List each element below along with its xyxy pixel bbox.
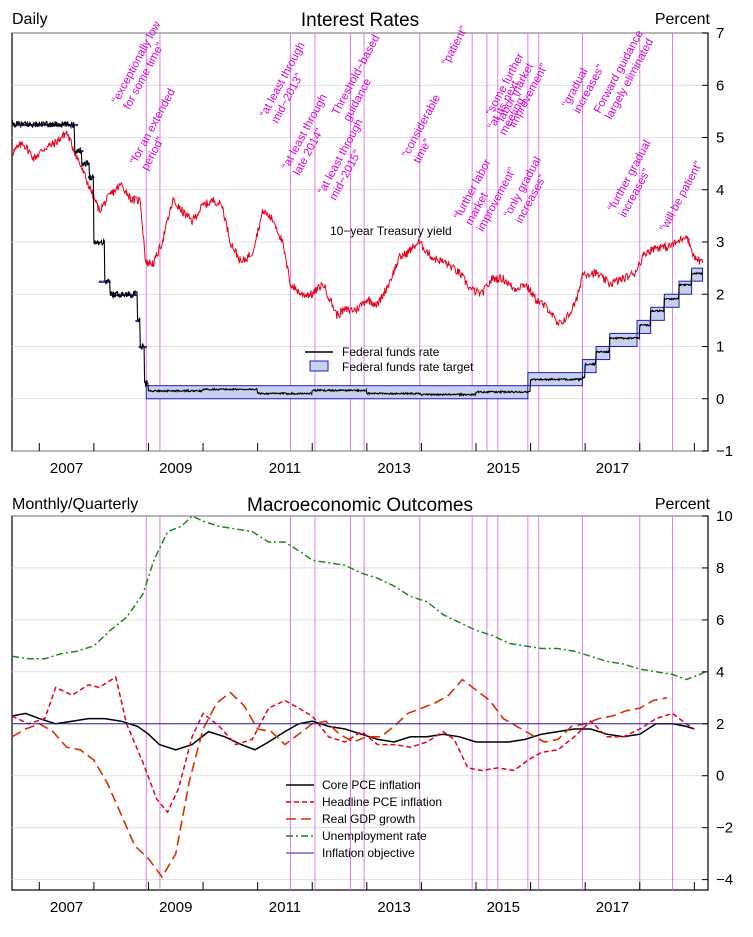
legend-label: Real GDP growth xyxy=(322,812,415,826)
target-band-segment xyxy=(636,319,652,334)
annotation-group: “further gradualincreases” xyxy=(606,138,665,219)
top-ytick-label: −1 xyxy=(716,443,733,460)
target-band-segment xyxy=(145,385,529,400)
bottom-xtick-label: 2015 xyxy=(487,899,520,916)
annotation-text: “only gradualincreases” xyxy=(502,155,555,225)
bottom-event-lines xyxy=(145,516,673,890)
annotation-group: Threshold−basedguidance xyxy=(330,33,394,123)
legend-label: Unemployment rate xyxy=(322,829,427,843)
top-gridlines xyxy=(12,32,708,452)
annotation-group: “will be patient” xyxy=(658,159,705,233)
legend-target-swatch xyxy=(309,360,329,372)
top-right-label: Percent xyxy=(655,11,711,28)
top-axes: 7 6 5 4 3 2 1 0 −1 2007 2009 2011 2013 2015 2017 xyxy=(38,25,733,477)
bottom-series xyxy=(11,515,708,879)
top-ytick-label: 3 xyxy=(716,234,724,251)
annotation-text: “further gradualincreases” xyxy=(606,138,665,219)
bottom-ytick-label: 6 xyxy=(716,612,724,629)
bottom-xtick-label: 2017 xyxy=(596,899,629,916)
bottom-right-label: Percent xyxy=(655,496,711,513)
annotation-text: “considerabletime” xyxy=(400,93,454,166)
top-xtick-label: 2017 xyxy=(596,460,629,477)
annotation-line: “will be patient” xyxy=(658,159,705,233)
legend-label: Core PCE inflation xyxy=(322,778,421,792)
top-ytick-label: 5 xyxy=(716,130,724,147)
bottom-ytick-label: 8 xyxy=(716,560,724,577)
target-band-segment xyxy=(87,176,95,179)
annotation-line: “patient” xyxy=(440,24,470,67)
bottom-ytick-label: 10 xyxy=(716,508,733,525)
legend-label: Inflation objective xyxy=(322,846,415,860)
target-band-segment xyxy=(650,306,665,321)
top-ytick-label: 7 xyxy=(716,25,724,42)
top-ytick-label: 0 xyxy=(716,391,724,408)
treasury-yield-line xyxy=(11,130,703,327)
annotation-group: “further labormarketimprovement” xyxy=(452,154,519,234)
annotation-text: “further labormarketimprovement” xyxy=(452,154,519,234)
bottom-left-label: Monthly/Quarterly xyxy=(12,496,138,513)
target-band-segment xyxy=(609,332,638,347)
top-xtick-label: 2013 xyxy=(377,460,410,477)
bottom-xtick-label: 2007 xyxy=(50,899,83,916)
annotation-text: “will be patient” xyxy=(658,159,705,233)
top-title: Interest Rates xyxy=(301,10,419,31)
bottom-ytick-label: −4 xyxy=(716,872,733,889)
annotation-text: Threshold−basedguidance xyxy=(330,33,394,123)
top-left-label: Daily xyxy=(12,11,48,28)
top-xtick-label: 2009 xyxy=(159,460,192,477)
legend-target-label: Federal funds rate target xyxy=(342,360,474,374)
macro-outcomes-panel: 10 8 6 4 2 0 −2 −4 2007 2009 2011 2013 2015 2017 Mont… xyxy=(11,495,733,916)
gdp-growth-line xyxy=(11,678,668,879)
bottom-axes: 10 8 6 4 2 0 −2 −4 2007 2009 2011 2013 2015 2017 xyxy=(38,508,733,916)
bottom-ytick-label: −2 xyxy=(716,820,733,837)
bottom-xtick-label: 2013 xyxy=(377,899,410,916)
top-ytick-label: 1 xyxy=(716,339,724,356)
annotation-text: “patient” xyxy=(440,24,470,67)
top-xtick-label: 2011 xyxy=(269,460,301,477)
top-series xyxy=(11,119,703,397)
top-ytick-label: 2 xyxy=(716,286,724,303)
bottom-ytick-label: 0 xyxy=(716,768,724,785)
forward-guidance-annotations: “exceptionally lowfor some time”“for an … xyxy=(110,19,705,234)
legend-ffr-label: Federal funds rate xyxy=(342,345,440,359)
bottom-ytick-label: 2 xyxy=(716,716,724,733)
top-xtick-label: 2015 xyxy=(487,460,520,477)
core-pce-line xyxy=(11,712,695,751)
legend-label: Headline PCE inflation xyxy=(322,795,442,809)
bottom-ytick-label: 4 xyxy=(716,664,724,681)
bottom-xtick-label: 2011 xyxy=(269,899,301,916)
unemployment-line xyxy=(11,515,706,681)
bottom-title: Macroeconomic Outcomes xyxy=(247,495,473,516)
headline-pce-line xyxy=(11,675,695,814)
annotation-group: “patient” xyxy=(440,24,470,67)
interest-rates-panel: 7 6 5 4 3 2 1 0 −1 2007 2009 2011 2013 2015 2017 Daily… xyxy=(11,10,733,477)
annotation-group: “only gradualincreases” xyxy=(502,155,555,225)
top-xtick-label: 2007 xyxy=(50,460,83,477)
annotation-group: “considerabletime” xyxy=(400,93,454,166)
target-band-segment xyxy=(663,293,680,308)
bottom-xtick-label: 2009 xyxy=(159,899,192,916)
top-ytick-label: 6 xyxy=(716,77,724,94)
top-ytick-label: 4 xyxy=(716,182,724,199)
target-band-segment xyxy=(678,280,693,295)
fed-funds-rate-line xyxy=(11,119,703,397)
bottom-legend: Core PCE inflation Headline PCE inflation… xyxy=(286,778,442,860)
treasury-label: 10−year Treasury yield xyxy=(330,224,452,238)
